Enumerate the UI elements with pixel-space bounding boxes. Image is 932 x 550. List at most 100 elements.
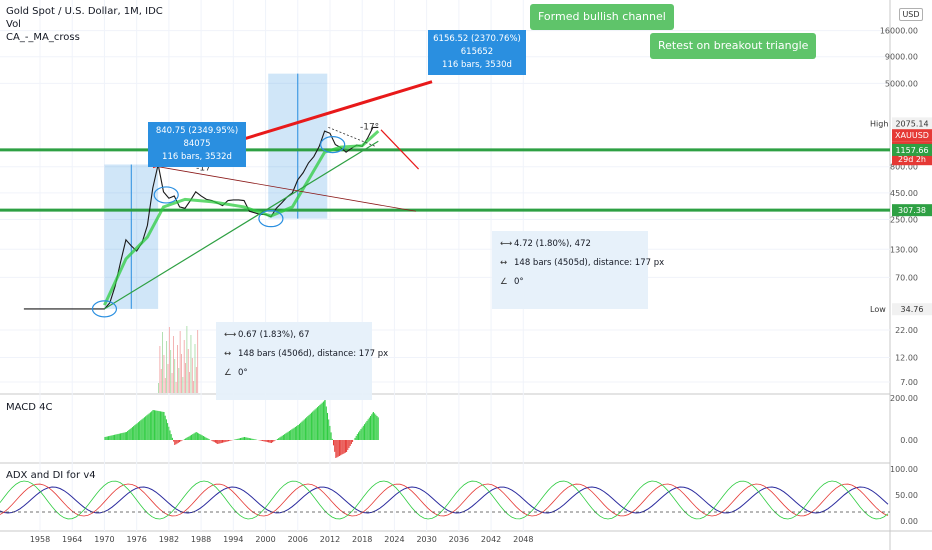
badge-level2-text: 307.38 xyxy=(898,206,926,215)
macd-bar xyxy=(349,440,351,446)
macd-bar xyxy=(117,433,119,440)
y-tick-label: 12.00 xyxy=(895,354,918,363)
macd-bar xyxy=(147,414,149,440)
macd-bar xyxy=(181,440,183,441)
macd-bar xyxy=(302,420,304,440)
macd-bar xyxy=(183,439,185,440)
macd-bar xyxy=(120,433,122,440)
support-trendline xyxy=(104,140,379,310)
measure-label-1970s-line1: 840.75 (2349.95%) 84075 xyxy=(155,126,239,149)
measure-label-2000s-line1: 6156.52 (2370.76%) 615652 xyxy=(433,34,521,57)
angle-label: -17° xyxy=(196,164,215,174)
macd-bar xyxy=(143,417,145,440)
macd-bar xyxy=(140,420,142,440)
x-tick-label: 1988 xyxy=(191,535,211,544)
y-tick-label: 450.00 xyxy=(890,189,918,198)
macd-bar xyxy=(288,430,290,440)
x-tick-label: 2024 xyxy=(384,535,404,544)
macd-bar xyxy=(198,433,200,440)
angle-icon: ∠ xyxy=(500,277,508,287)
volume-bar xyxy=(182,377,184,393)
macd-bar xyxy=(157,410,159,440)
macd-bar xyxy=(110,435,112,440)
macd-bar xyxy=(202,436,204,440)
volume-bar xyxy=(164,378,166,393)
macd-bar xyxy=(310,412,312,440)
x-tick-label: 2030 xyxy=(416,535,436,544)
tooltip-upper-angle: 0° xyxy=(514,277,524,287)
macd-bar xyxy=(146,415,148,440)
macd-bar xyxy=(244,437,246,440)
volume-bar xyxy=(172,336,174,393)
macd-bar xyxy=(319,404,321,440)
macd-bar xyxy=(309,413,311,440)
macd-bar xyxy=(367,419,369,440)
volume-bar xyxy=(187,349,189,393)
macd-bar xyxy=(355,435,357,440)
macd-bar xyxy=(104,437,106,440)
channel-line xyxy=(328,127,376,147)
macd-bar xyxy=(199,434,201,440)
macd-bar xyxy=(205,437,207,440)
macd-bar xyxy=(175,440,177,445)
macd-bar xyxy=(362,425,364,440)
macd-bar xyxy=(204,436,206,440)
macd-bar xyxy=(229,440,231,441)
volume-bar xyxy=(189,372,190,393)
macd-bar xyxy=(287,431,289,440)
macd-bar xyxy=(341,440,343,455)
macd-bar xyxy=(129,429,131,440)
macd-bar xyxy=(306,417,308,440)
volume-bar xyxy=(175,382,177,393)
di-plus-line xyxy=(0,480,889,520)
macd-bar xyxy=(278,438,280,440)
macd-bar xyxy=(207,438,209,440)
macd-bar xyxy=(307,416,309,440)
x-tick-label: 1982 xyxy=(159,535,179,544)
macd-bar xyxy=(282,434,284,440)
macd-bar xyxy=(279,437,281,440)
macd-bar xyxy=(155,410,157,440)
macd-bar xyxy=(248,438,250,440)
volume-bar xyxy=(179,331,181,393)
volume-bar xyxy=(190,335,192,393)
macd-bar xyxy=(145,416,147,440)
macd-bar xyxy=(315,408,317,440)
macd-bar xyxy=(177,440,179,443)
volume-bar xyxy=(170,350,172,393)
macd-bar xyxy=(297,425,299,440)
macd-bar xyxy=(130,428,132,440)
x-tick-label: 2000 xyxy=(255,535,275,544)
macd-bar xyxy=(180,440,182,442)
volume-bar xyxy=(195,367,197,393)
macd-bar xyxy=(168,426,170,440)
angle-label: -17° xyxy=(360,122,379,132)
macd-bar xyxy=(156,410,158,440)
macd-bar xyxy=(262,440,264,442)
macd-bar xyxy=(360,429,362,440)
tooltip-lower-bars: 148 bars (4506d), distance: 177 px xyxy=(238,349,389,359)
macd-bar xyxy=(240,438,242,440)
macd-bar xyxy=(321,402,323,440)
macd-bar xyxy=(370,415,372,440)
macd-bar xyxy=(365,422,367,440)
macd-bar xyxy=(139,421,141,440)
currency-button[interactable]: USD xyxy=(899,8,923,21)
range-icon: ⟷ xyxy=(500,239,513,249)
y-tick-label: 22.00 xyxy=(895,326,918,335)
macd-bar xyxy=(340,440,342,456)
macd-bar xyxy=(344,440,346,453)
macd-bar xyxy=(188,436,190,440)
macd-bar xyxy=(318,406,320,440)
macd-bar xyxy=(242,437,244,440)
macd-bar xyxy=(263,440,265,442)
volume-bar xyxy=(193,381,195,393)
macd-bar xyxy=(320,403,322,440)
x-tick-label: 1994 xyxy=(223,535,243,544)
badge-low-label: Low xyxy=(870,305,886,314)
macd-bar xyxy=(217,440,219,444)
macd-bar xyxy=(201,435,203,440)
macd-bar xyxy=(358,432,360,440)
x-tick-label: 2048 xyxy=(513,535,533,544)
macd-bar xyxy=(106,436,108,440)
